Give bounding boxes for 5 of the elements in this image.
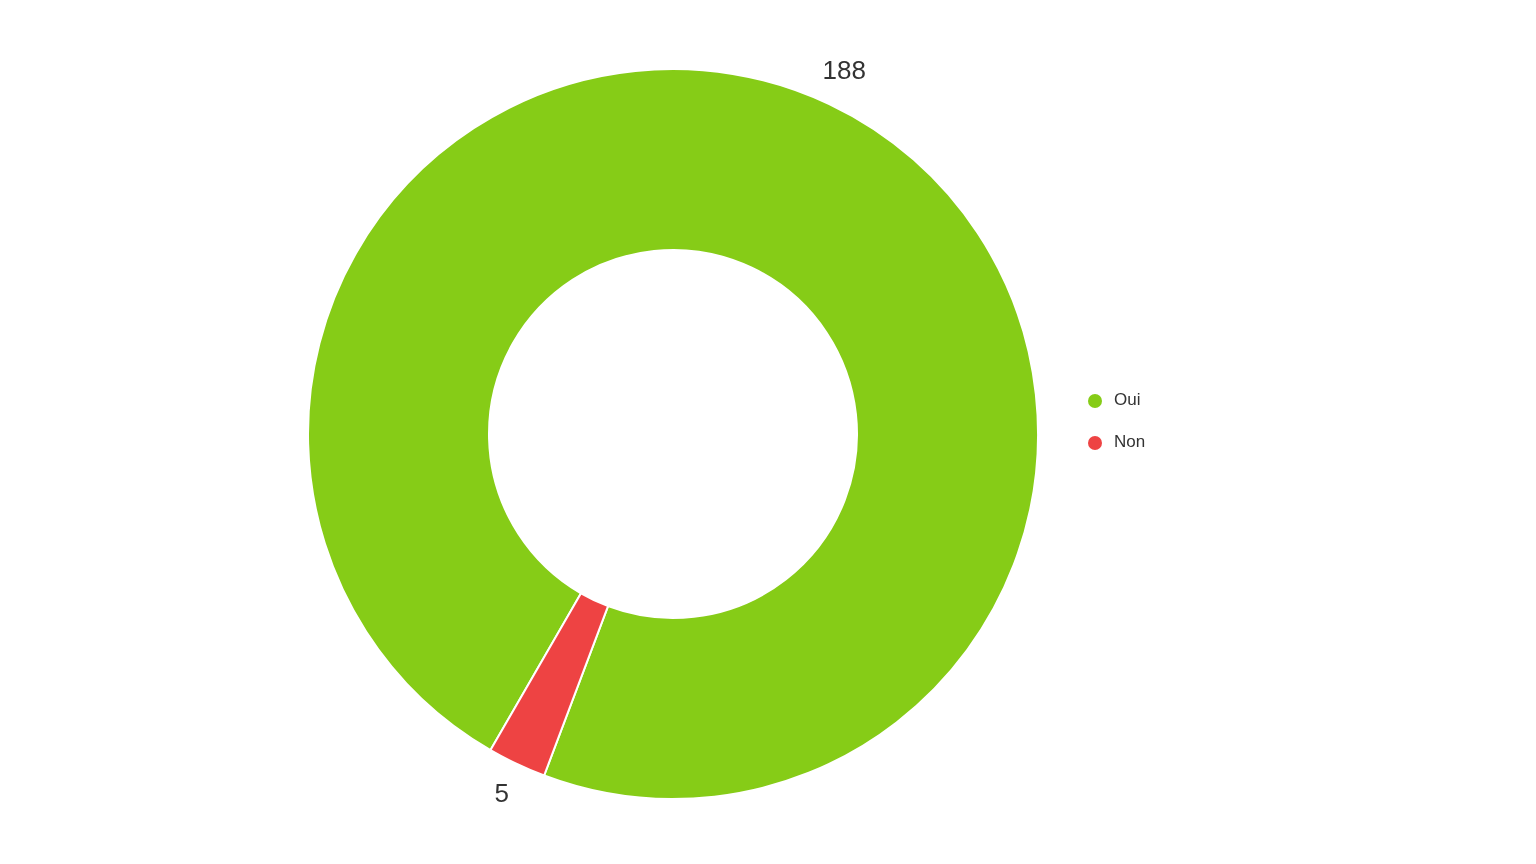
donut-slice <box>489 592 610 777</box>
data-label: 5 <box>494 778 510 809</box>
data-label: 188 <box>822 55 866 86</box>
legend-label: Oui <box>1114 390 1141 410</box>
legend-label: Non <box>1114 432 1146 452</box>
